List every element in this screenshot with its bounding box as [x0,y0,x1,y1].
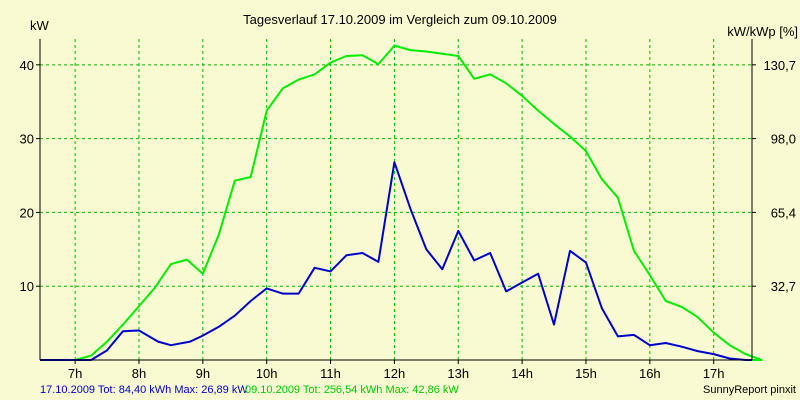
x-tick-label-1: 8h [132,366,146,381]
x-axis: 7h 8h 9h 10h 11h 12h 13h 14h 15h 16h 17h [68,360,725,381]
grid [40,39,752,360]
y-left-tick-label-3: 40 [20,58,34,73]
y-right-tick-label-1: 65,4 [771,205,796,220]
y-axis-label-right: kW/kWp [%] [727,24,798,39]
legend-series-2: 09.10.2009 Tot: 256,54 kWh Max: 42,86 kW [245,384,459,396]
series-line-17-10-2009 [40,161,752,361]
chart-title: Tagesverlauf 17.10.2009 im Vergleich zum… [243,12,557,27]
y-axis-left: 10 20 30 40 [20,58,40,294]
x-tick-label-7: 14h [511,366,533,381]
x-tick-label-3: 10h [256,366,278,381]
x-tick-label-4: 11h [320,366,341,381]
x-tick-label-2: 9h [196,366,210,381]
y-axis-right: 32,7 65,4 98,0 130,7 [752,58,796,294]
y-left-tick-label-0: 10 [20,279,34,294]
y-axis-label-left: kW [30,18,50,33]
x-tick-label-6: 13h [447,366,469,381]
y-right-tick-label-3: 130,7 [763,58,796,73]
x-tick-label-9: 16h [639,366,661,381]
series-layer [40,44,763,361]
x-tick-label-10: 17h [703,366,725,381]
y-right-tick-label-2: 98,0 [771,132,796,147]
x-tick-label-0: 7h [68,366,82,381]
plot-frame [39,39,753,361]
series-line-09-10-2009 [40,44,763,361]
x-tick-label-8: 15h [575,366,597,381]
x-tick-label-5: 12h [384,366,406,381]
plot-area [40,39,752,360]
brand-text: SunnyReport pinxit [703,384,796,396]
y-left-tick-label-1: 20 [20,205,34,220]
legend-series-1: 17.10.2009 Tot: 84,40 kWh Max: 26,89 kW [40,384,248,396]
y-right-tick-label-0: 32,7 [771,279,796,294]
y-left-tick-label-2: 30 [20,132,34,147]
